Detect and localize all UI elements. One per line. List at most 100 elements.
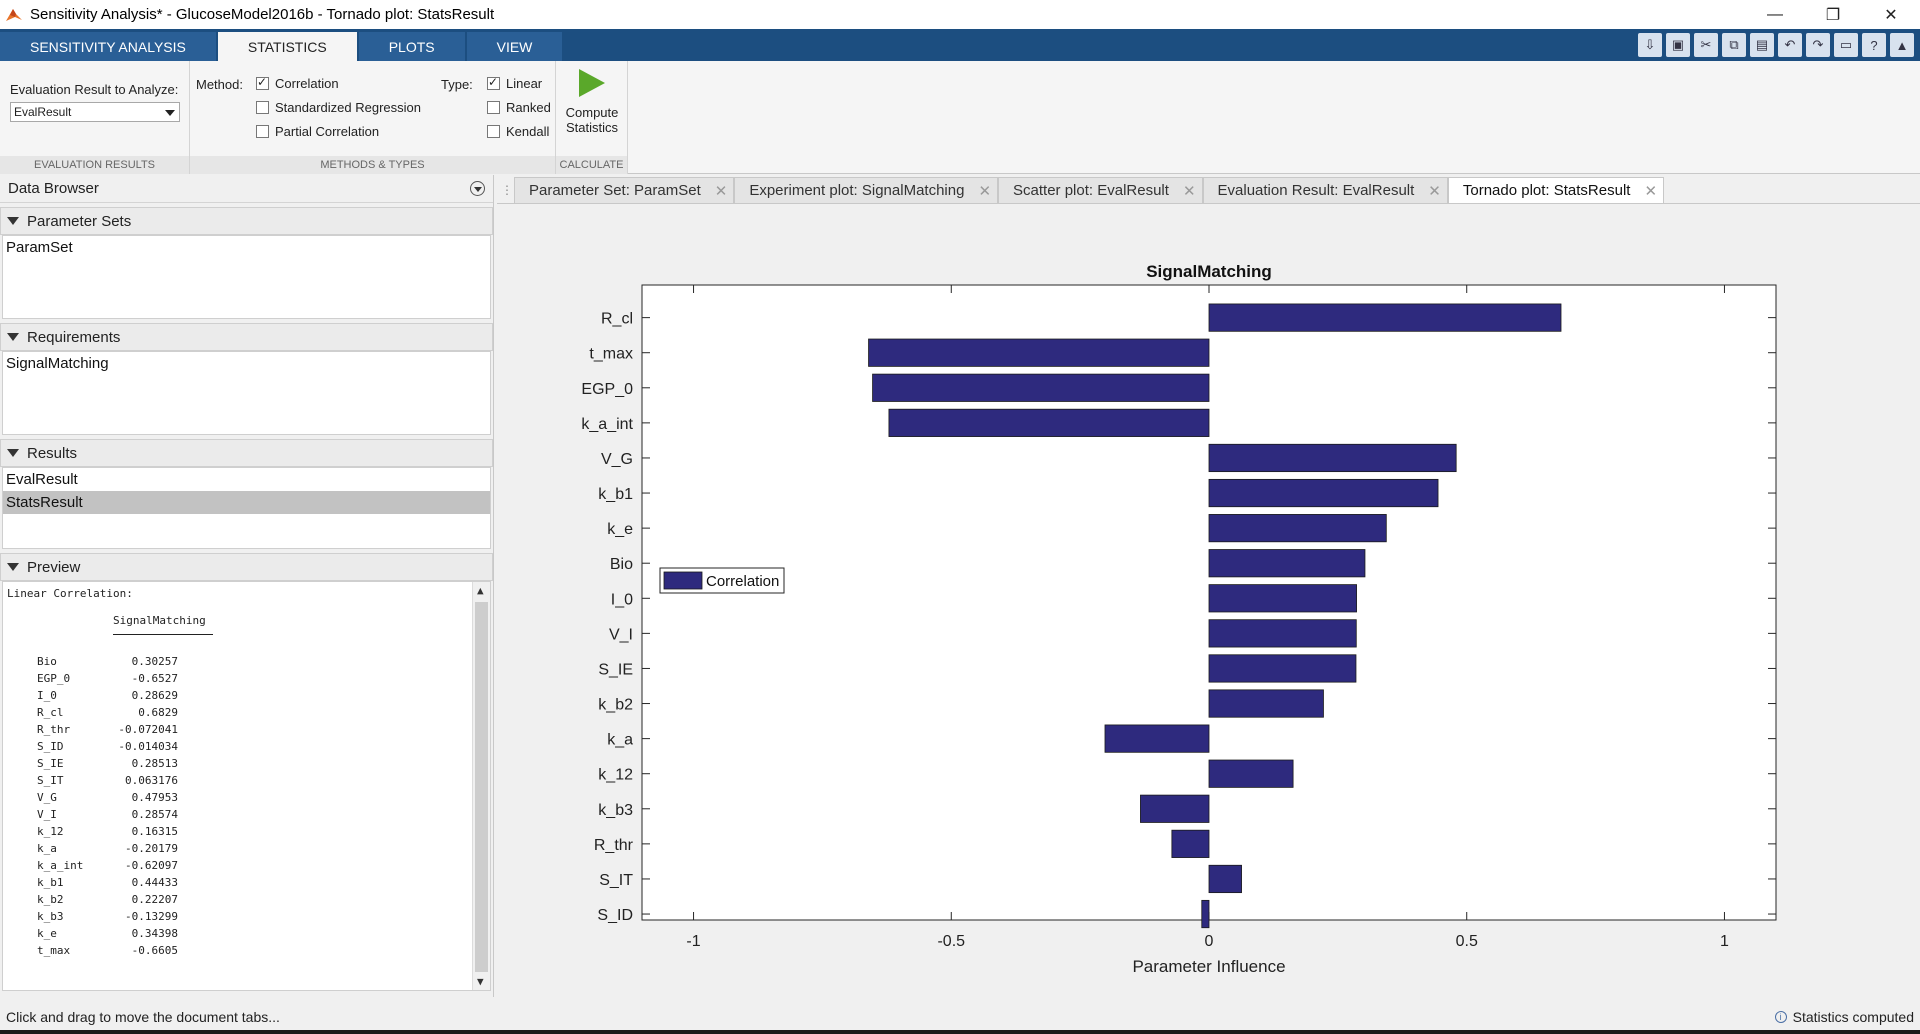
x-tick-label: 0 (1205, 933, 1214, 950)
list-item-evalresult[interactable]: EvalResult (6, 471, 78, 488)
preview-scrollbar[interactable]: ▲ ▼ (472, 582, 490, 990)
group-header-parameter-sets[interactable]: Parameter Sets (0, 207, 493, 235)
parameter-sets-list: ParamSet (2, 235, 491, 319)
list-item-statsresult[interactable]: StatsResult (3, 491, 490, 514)
preview-label: Preview (27, 558, 81, 576)
doc-tab-label: Scatter plot: EvalResult (1013, 182, 1169, 199)
legend-label: Correlation (706, 573, 779, 590)
group-header-results[interactable]: Results (0, 439, 493, 467)
preview-param-name: k_a (37, 842, 57, 855)
help-icon[interactable]: ? (1862, 33, 1886, 57)
play-icon (579, 69, 605, 97)
close-tab-icon[interactable]: ✕ (1644, 182, 1658, 200)
close-tab-icon[interactable]: ✕ (1428, 182, 1441, 200)
minimize-button[interactable]: — (1767, 5, 1783, 23)
type-kendall-label: Kendall (506, 124, 550, 139)
bar-I_0 (1208, 584, 1357, 613)
preview-row: S_ID -0.014034 (3, 738, 490, 755)
x-tick-label: 0.5 (1456, 933, 1478, 950)
tab-view[interactable]: VIEW (466, 32, 563, 61)
undo-icon[interactable]: ↶ (1778, 33, 1802, 57)
doc-tab-parameter-set[interactable]: Parameter Set: ParamSet ✕ (514, 177, 735, 203)
quick-access-toolbar: ⇩ ▣ ✂ ⧉ ▤ ↶ ↷ ▭ ? ▲ (1638, 33, 1914, 57)
scroll-thumb[interactable] (475, 602, 488, 972)
scroll-down-icon[interactable]: ▼ (477, 975, 484, 988)
tab-grip-icon[interactable]: ⋮ (501, 183, 513, 197)
type-ranked-checkbox[interactable]: Ranked (487, 100, 551, 115)
panel-menu-icon[interactable] (470, 181, 485, 196)
parameter-sets-label: Parameter Sets (27, 212, 132, 230)
preview-row: I_0 0.28629 (3, 687, 490, 704)
tab-statistics[interactable]: STATISTICS (217, 32, 357, 61)
restore-button[interactable]: ❐ (1825, 6, 1841, 24)
method-correlation-checkbox[interactable]: Correlation (256, 75, 339, 91)
preview-param-value: 0.6829 (138, 706, 178, 719)
eval-result-dropdown[interactable]: EvalResult (10, 102, 180, 122)
status-computed: Statistics computed (1792, 1009, 1914, 1025)
y-tick-label: k_12 (598, 767, 633, 784)
compute-statistics-button[interactable]: Compute Statistics (564, 69, 620, 135)
preview-param-name: k_b1 (37, 876, 64, 889)
results-list: EvalResult StatsResult (2, 467, 491, 549)
group-header-requirements[interactable]: Requirements (0, 323, 493, 351)
doc-tab-scatter-plot[interactable]: Scatter plot: EvalResult ✕ (998, 177, 1203, 203)
doc-tab-evaluation-result[interactable]: Evaluation Result: EvalResult ✕ (1202, 177, 1448, 203)
list-item-signalmatching[interactable]: SignalMatching (6, 355, 109, 372)
preview-row: S_IT 0.063176 (3, 772, 490, 789)
type-linear-label: Linear (506, 76, 543, 91)
preview-param-value: -0.62097 (125, 859, 178, 872)
doc-tab-experiment-plot[interactable]: Experiment plot: SignalMatching ✕ (734, 177, 999, 203)
preview-param-name: S_IE (37, 757, 64, 770)
document-tab-bar: ⋮ Parameter Set: ParamSet ✕ Experiment p… (500, 177, 1665, 203)
scroll-up-icon[interactable]: ▲ (477, 584, 484, 597)
save-icon[interactable]: ▣ (1666, 33, 1690, 57)
cut-icon[interactable]: ✂ (1694, 33, 1718, 57)
close-tab-icon[interactable]: ✕ (978, 182, 992, 200)
paste-icon[interactable]: ▤ (1750, 33, 1774, 57)
doc-tab-tornado-plot[interactable]: Tornado plot: StatsResult ✕ (1447, 177, 1665, 203)
x-axis-label: Parameter Influence (1132, 957, 1285, 976)
bar-k_a_int (888, 408, 1210, 437)
bar-R_cl (1208, 303, 1562, 332)
copy-icon[interactable]: ⧉ (1722, 33, 1746, 57)
legend-swatch (663, 571, 703, 590)
close-tab-icon[interactable]: ✕ (714, 182, 728, 200)
preview-row: EGP_0 -0.6527 (3, 670, 490, 687)
preview-param-value: -0.6605 (131, 944, 178, 957)
bar-V_G (1208, 443, 1457, 473)
preview-param-name: V_G (37, 791, 57, 804)
preview-row: k_12 0.16315 (3, 823, 490, 840)
status-message: Click and drag to move the document tabs… (6, 1009, 280, 1025)
collapse-triangle-icon (7, 563, 19, 571)
preview-param-value: 0.44433 (131, 876, 178, 889)
y-tick-label: k_b1 (598, 486, 633, 503)
import-icon[interactable]: ⇩ (1638, 33, 1662, 57)
close-tab-icon[interactable]: ✕ (1182, 182, 1196, 200)
layout-icon[interactable]: ▭ (1834, 33, 1858, 57)
preview-row: k_e 0.34398 (3, 925, 490, 942)
y-tick-label: R_cl (601, 311, 633, 328)
bar-S_IT (1208, 864, 1242, 894)
type-kendall-checkbox[interactable]: Kendall (487, 124, 549, 139)
requirements-list: SignalMatching (2, 351, 491, 435)
bar-EGP_0 (872, 373, 1210, 402)
tab-plots[interactable]: PLOTS (358, 32, 465, 61)
compute-label-line1: Compute (565, 105, 619, 120)
preview-row: V_G 0.47953 (3, 789, 490, 806)
tab-sensitivity-analysis[interactable]: SENSITIVITY ANALYSIS (0, 32, 216, 61)
close-button[interactable]: ✕ (1884, 6, 1898, 24)
y-tick-label: k_e (607, 521, 633, 538)
method-standardized-regression-checkbox[interactable]: Standardized Regression (256, 100, 421, 115)
collapse-icon[interactable]: ▲ (1890, 33, 1914, 57)
preview-param-value: 0.063176 (125, 774, 178, 787)
list-item-paramset[interactable]: ParamSet (6, 239, 73, 256)
type-linear-checkbox[interactable]: Linear (487, 75, 543, 91)
preview-param-value: 0.28574 (131, 808, 178, 821)
compute-label-line2: Statistics (565, 120, 618, 135)
redo-icon[interactable]: ↷ (1806, 33, 1830, 57)
preview-param-name: k_b3 (37, 910, 64, 923)
group-header-preview[interactable]: Preview (0, 553, 493, 581)
method-partial-correlation-checkbox[interactable]: Partial Correlation (256, 124, 379, 139)
preview-rows: Bio 0.30257 EGP_0 -0.6527 I_0 0.28629 R_cl 0.68… (3, 635, 490, 959)
